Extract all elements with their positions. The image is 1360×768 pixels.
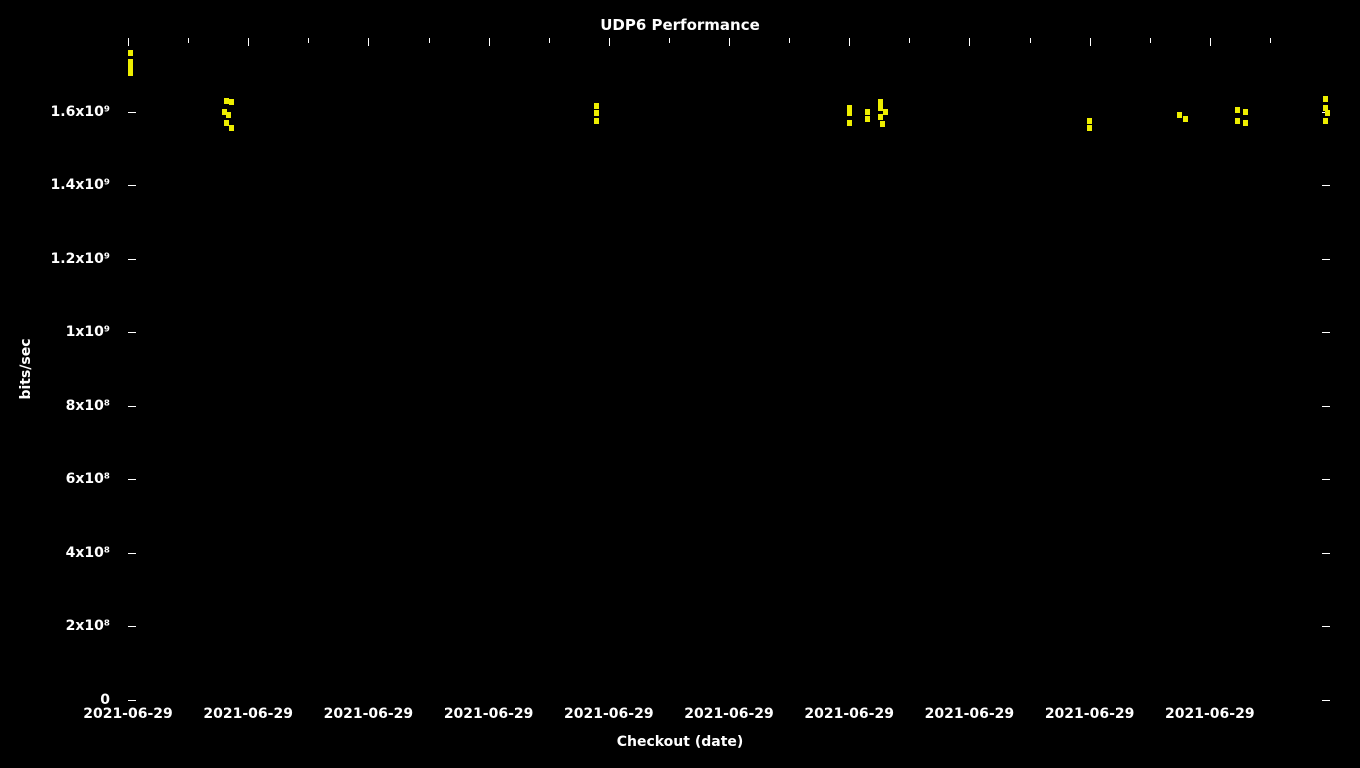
y-tick-mark xyxy=(1322,700,1330,701)
y-tick-mark xyxy=(1322,185,1330,186)
x-tick-mark xyxy=(1090,38,1091,46)
x-axis-label: Checkout (date) xyxy=(0,734,1360,750)
y-tick-label: 6x10⁸ xyxy=(0,471,110,487)
y-tick-label: 1.6x10⁹ xyxy=(0,104,110,120)
data-point xyxy=(594,110,599,116)
x-tick-label: 2021-06-29 xyxy=(804,706,894,722)
data-point xyxy=(128,50,133,56)
chart-container: UDP6 Performance bits/sec Checkout (date… xyxy=(0,0,1360,768)
data-point xyxy=(1177,112,1182,118)
y-tick-mark xyxy=(128,259,136,260)
x-tick-label: 2021-06-29 xyxy=(564,706,654,722)
x-minor-tick-mark xyxy=(1030,38,1031,43)
x-tick-label: 2021-06-29 xyxy=(684,706,774,722)
x-minor-tick-mark xyxy=(1270,38,1271,43)
y-tick-label: 2x10⁸ xyxy=(0,618,110,634)
x-tick-mark xyxy=(1210,38,1211,46)
x-tick-label: 2021-06-29 xyxy=(444,706,534,722)
data-point xyxy=(229,99,234,105)
y-tick-mark xyxy=(1322,626,1330,627)
x-minor-tick-mark xyxy=(308,38,309,43)
y-tick-mark xyxy=(1322,332,1330,333)
x-tick-label: 2021-06-29 xyxy=(203,706,293,722)
data-point xyxy=(128,70,133,76)
x-tick-mark xyxy=(969,38,970,46)
x-minor-tick-mark xyxy=(909,38,910,43)
data-point xyxy=(226,112,231,118)
x-tick-mark xyxy=(729,38,730,46)
x-tick-mark xyxy=(128,38,129,46)
data-point xyxy=(594,103,599,109)
y-tick-label: 1x10⁹ xyxy=(0,324,110,340)
y-tick-label: 1.2x10⁹ xyxy=(0,251,110,267)
x-tick-mark xyxy=(489,38,490,46)
data-point xyxy=(847,120,852,126)
data-point xyxy=(1235,107,1240,113)
y-tick-mark xyxy=(128,553,136,554)
data-point xyxy=(1235,118,1240,124)
x-minor-tick-mark xyxy=(549,38,550,43)
data-point xyxy=(880,121,885,127)
x-minor-tick-mark xyxy=(188,38,189,43)
y-tick-label: 1.4x10⁹ xyxy=(0,177,110,193)
x-minor-tick-mark xyxy=(429,38,430,43)
data-point xyxy=(1243,120,1248,126)
data-point xyxy=(1183,116,1188,122)
data-point xyxy=(1325,110,1330,116)
y-tick-label: 8x10⁸ xyxy=(0,398,110,414)
x-tick-mark xyxy=(368,38,369,46)
x-tick-mark xyxy=(609,38,610,46)
data-point xyxy=(1323,118,1328,124)
x-tick-label: 2021-06-29 xyxy=(925,706,1015,722)
data-point xyxy=(1087,125,1092,131)
y-tick-mark xyxy=(128,479,136,480)
x-tick-mark xyxy=(849,38,850,46)
x-tick-label: 2021-06-29 xyxy=(324,706,414,722)
y-tick-mark xyxy=(128,332,136,333)
data-point xyxy=(865,116,870,122)
y-tick-label: 4x10⁸ xyxy=(0,545,110,561)
data-point xyxy=(883,109,888,115)
x-minor-tick-mark xyxy=(669,38,670,43)
y-tick-mark xyxy=(1322,553,1330,554)
y-tick-mark xyxy=(128,626,136,627)
y-tick-mark xyxy=(1322,406,1330,407)
y-tick-mark xyxy=(128,406,136,407)
data-point xyxy=(1243,109,1248,115)
y-tick-mark xyxy=(128,185,136,186)
data-point xyxy=(1087,118,1092,124)
y-tick-mark xyxy=(1322,479,1330,480)
y-tick-mark xyxy=(128,112,136,113)
data-point xyxy=(878,114,883,120)
data-point xyxy=(847,110,852,116)
x-tick-label: 2021-06-29 xyxy=(1045,706,1135,722)
chart-title: UDP6 Performance xyxy=(0,16,1360,34)
data-point xyxy=(865,109,870,115)
data-point xyxy=(594,118,599,124)
x-minor-tick-mark xyxy=(1150,38,1151,43)
x-tick-mark xyxy=(248,38,249,46)
x-minor-tick-mark xyxy=(789,38,790,43)
y-tick-mark xyxy=(1322,259,1330,260)
plot-area xyxy=(128,38,1330,700)
data-point xyxy=(229,125,234,131)
y-tick-mark xyxy=(128,700,136,701)
x-tick-label: 2021-06-29 xyxy=(83,706,173,722)
data-point xyxy=(1323,96,1328,102)
x-tick-label: 2021-06-29 xyxy=(1165,706,1255,722)
